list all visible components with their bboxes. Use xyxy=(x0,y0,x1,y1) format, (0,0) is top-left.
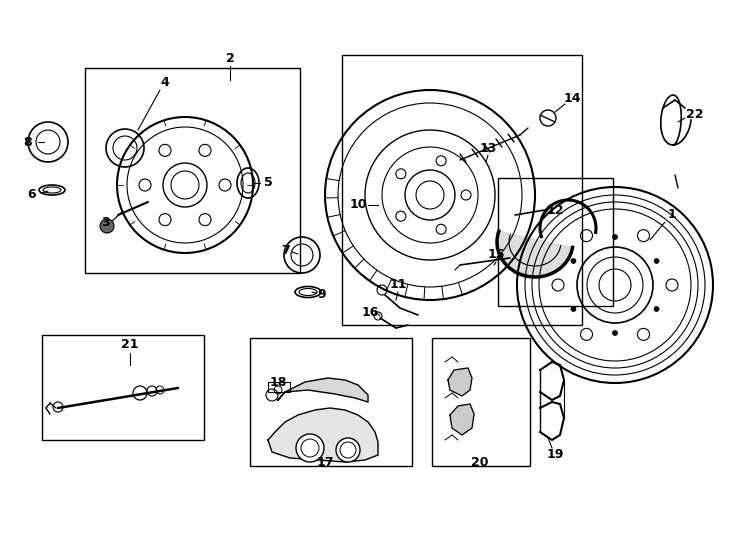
Circle shape xyxy=(654,259,659,264)
Bar xyxy=(432,338,530,466)
Text: 10: 10 xyxy=(349,199,367,212)
Circle shape xyxy=(336,438,360,462)
Circle shape xyxy=(654,307,659,312)
Polygon shape xyxy=(278,378,368,402)
Text: 20: 20 xyxy=(471,456,489,469)
Text: 15: 15 xyxy=(487,248,505,261)
Text: 4: 4 xyxy=(161,76,170,89)
Polygon shape xyxy=(448,368,472,396)
Polygon shape xyxy=(450,404,474,435)
Bar xyxy=(250,338,412,466)
Text: 12: 12 xyxy=(546,204,564,217)
Text: 7: 7 xyxy=(280,244,289,256)
Text: 19: 19 xyxy=(546,449,564,462)
Text: 11: 11 xyxy=(389,279,407,292)
Circle shape xyxy=(340,442,356,458)
Polygon shape xyxy=(497,231,573,277)
Text: 13: 13 xyxy=(479,141,497,154)
Text: 1: 1 xyxy=(668,208,676,221)
Circle shape xyxy=(301,439,319,457)
Bar xyxy=(42,335,204,440)
Polygon shape xyxy=(268,408,378,462)
Text: 9: 9 xyxy=(318,288,327,301)
Text: 16: 16 xyxy=(361,306,379,319)
Text: 5: 5 xyxy=(264,177,272,190)
Text: 22: 22 xyxy=(686,109,704,122)
Text: 6: 6 xyxy=(28,188,36,201)
Circle shape xyxy=(612,330,617,335)
Circle shape xyxy=(296,434,324,462)
Text: 21: 21 xyxy=(121,339,139,352)
Bar xyxy=(268,382,290,392)
Circle shape xyxy=(100,219,114,233)
Bar xyxy=(498,178,613,306)
Text: 3: 3 xyxy=(101,215,109,228)
Circle shape xyxy=(612,234,617,240)
Bar xyxy=(85,68,300,273)
Circle shape xyxy=(571,259,576,264)
Text: 18: 18 xyxy=(269,375,287,388)
Text: 17: 17 xyxy=(316,456,334,469)
Text: 2: 2 xyxy=(225,51,234,64)
Text: 14: 14 xyxy=(563,91,581,105)
Bar xyxy=(342,55,582,325)
Text: 8: 8 xyxy=(23,136,32,148)
Circle shape xyxy=(571,307,576,312)
